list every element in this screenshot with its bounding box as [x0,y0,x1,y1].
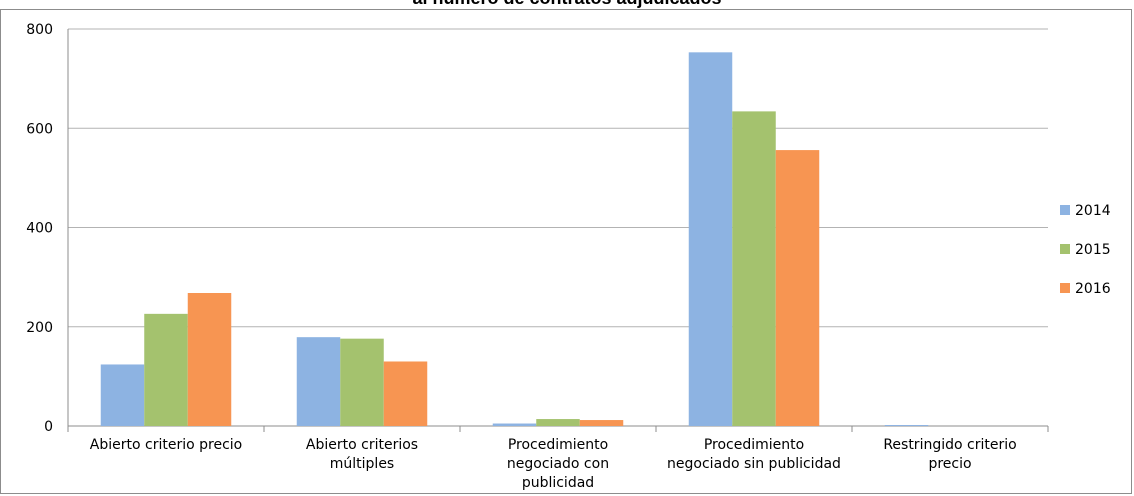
bar-2015-2 [340,338,384,426]
x-tick-label: Restringido criterio precio [883,437,1016,472]
legend-swatch-2015 [1060,244,1070,254]
x-tick-label-line: negociado sin publicidad [667,456,841,472]
bar-2014-3 [492,423,537,426]
legend-label-2014: 2014 [1075,203,1111,219]
x-tick-label-line: múltiples [330,456,394,472]
bar-2016-2 [383,361,428,426]
bar-2016-4 [775,150,820,426]
bar-2016-1 [187,293,232,426]
x-tick-label-line: negociado con [507,456,609,472]
x-tick-label: Abierto criterios múltiples [306,437,418,472]
bar-2014-2 [296,337,341,426]
x-tick-label-line: precio [928,456,971,472]
x-tick-label: Abierto criterio precio [90,437,242,453]
legend-label-2015: 2015 [1075,242,1111,258]
y-tick-label: 0 [44,419,53,435]
x-tick-label-line: Procedimiento [704,437,804,453]
legend-swatch-2014 [1060,205,1070,215]
x-tick-label-line: Abierto criterio precio [90,437,242,453]
x-tick-label: Procedimiento negociado con publicidad [507,437,609,491]
x-tick-label: Procedimiento negociado sin publicidad [667,437,841,472]
y-tick-label: 200 [26,320,53,336]
bar-2015-4 [732,111,776,426]
x-tick-label-line: publicidad [522,475,594,491]
bar-2014-1 [100,364,145,426]
legend-swatch-2016 [1060,283,1070,293]
x-tick-label-line: Restringido criterio [883,437,1016,453]
x-tick-label-line: Abierto criterios [306,437,418,453]
bar-2015-1 [144,313,188,426]
legend-label-2016: 2016 [1075,281,1111,297]
y-tick-label: 400 [26,221,53,237]
bar-2016-3 [579,420,624,426]
bar-2015-3 [536,419,580,426]
chart-title: al número de contratos adjudicados [0,0,1134,10]
y-tick-label: 800 [26,22,53,38]
bar-2014-5 [884,425,929,426]
bar-2014-4 [688,52,733,426]
x-tick-label-line: Procedimiento [508,437,608,453]
y-tick-label: 600 [26,121,53,137]
